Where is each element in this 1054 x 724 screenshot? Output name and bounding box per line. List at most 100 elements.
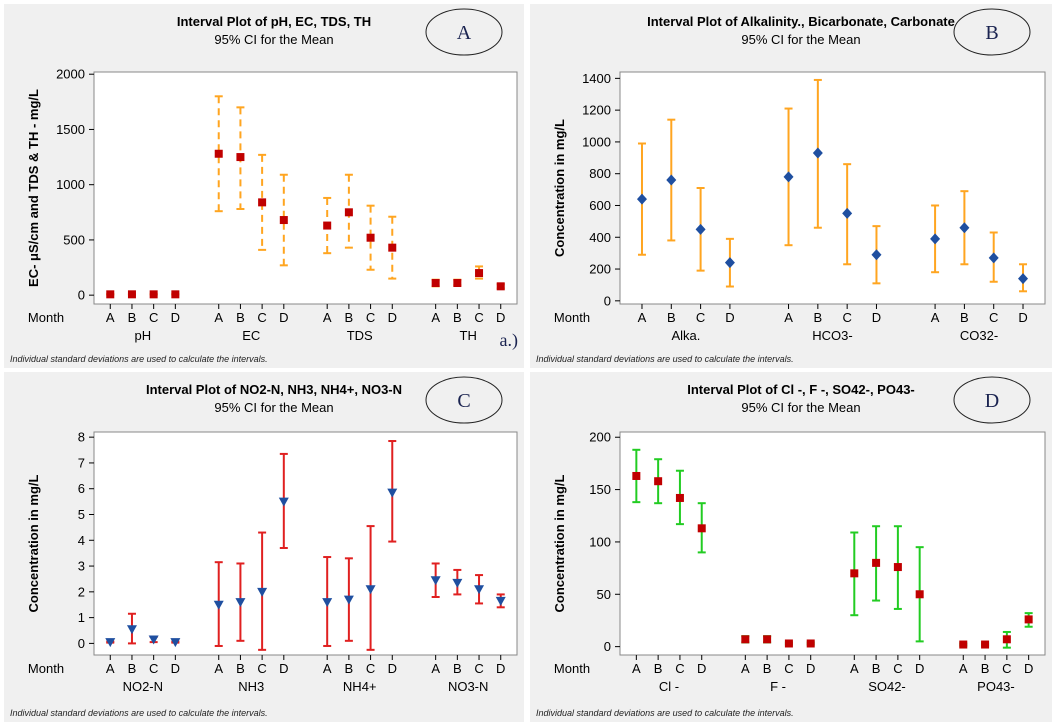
y-tick-label: 6: [78, 481, 85, 496]
chart-svg: Interval Plot of NO2-N, NH3, NH4+, NO3-N…: [10, 376, 518, 718]
group-label: TDS: [347, 328, 373, 343]
badge-letter: D: [985, 390, 999, 412]
badge-ellipse: [953, 376, 1031, 424]
badge-letter: A: [457, 22, 472, 44]
mean-marker: [666, 174, 677, 186]
mean-marker: [430, 576, 441, 586]
month-label: Month: [28, 661, 64, 676]
mean-marker: [322, 598, 333, 608]
y-tick-label: 50: [597, 587, 611, 602]
x-tick-label: B: [763, 661, 772, 676]
x-tick-label: B: [236, 661, 245, 676]
badge-ellipse: [953, 8, 1031, 56]
footnote: Individual standard deviations are used …: [10, 708, 268, 718]
mean-marker: [453, 279, 462, 288]
mean-marker: [365, 585, 376, 595]
mean-marker: [214, 149, 223, 158]
x-tick-label: D: [171, 310, 180, 325]
group-label: Alka.: [671, 328, 700, 343]
mean-marker: [106, 290, 115, 299]
group-label: SO42-: [868, 679, 906, 694]
x-tick-label: B: [236, 310, 245, 325]
month-label: Month: [554, 661, 590, 676]
mean-marker: [366, 233, 375, 242]
mean-marker: [632, 471, 641, 480]
mean-marker: [126, 625, 137, 635]
chart-subtitle: 95% CI for the Mean: [214, 32, 333, 47]
x-tick-label: D: [496, 661, 505, 676]
mean-marker: [105, 638, 116, 648]
mean-marker: [871, 249, 882, 261]
mean-marker: [279, 216, 288, 225]
x-tick-label: C: [149, 661, 158, 676]
y-tick-label: 7: [78, 455, 85, 470]
mean-marker: [724, 257, 735, 269]
mean-marker: [806, 639, 815, 648]
group-label: NH3: [238, 679, 264, 694]
x-tick-label: B: [345, 661, 354, 676]
x-tick-label: A: [931, 310, 940, 325]
x-tick-label: B: [453, 310, 462, 325]
mean-marker: [812, 147, 823, 159]
x-tick-label: C: [474, 661, 483, 676]
x-tick-label: D: [697, 661, 706, 676]
x-tick-label: B: [814, 310, 823, 325]
mean-marker: [475, 269, 484, 278]
footnote: Individual standard deviations are used …: [10, 354, 268, 364]
interval-plot-alkalinity: Interval Plot of Alkalinity., Bicarbonat…: [530, 4, 1052, 368]
badge-letter: B: [985, 22, 998, 44]
chart-title: Interval Plot of pH, EC, TDS, TH: [177, 14, 371, 29]
x-tick-label: A: [632, 661, 641, 676]
interval-plot-ph-ec-tds-th: Interval Plot of pH, EC, TDS, TH 95% CI f…: [4, 4, 524, 368]
x-tick-label: C: [675, 661, 684, 676]
plot-area: [619, 431, 1046, 656]
y-tick-label: 0: [604, 639, 611, 654]
chart-title: Interval Plot of NO2-N, NH3, NH4+, NO3-N: [146, 382, 402, 397]
y-axis-label: Concentration in mg/L: [26, 474, 41, 612]
mean-marker: [741, 635, 750, 644]
x-tick-label: C: [696, 310, 705, 325]
x-tick-label: D: [279, 310, 288, 325]
group-label: NH4+: [343, 679, 377, 694]
x-tick-label: D: [725, 310, 734, 325]
group-label: EC: [242, 328, 260, 343]
y-tick-label: 0: [604, 293, 611, 308]
y-tick-label: 200: [589, 430, 611, 445]
y-tick-label: 100: [589, 534, 611, 549]
plot-area: [93, 71, 518, 305]
plot-area: [619, 71, 1046, 305]
x-tick-label: B: [128, 661, 137, 676]
x-tick-label: B: [345, 310, 354, 325]
group-label: HCO3-: [812, 328, 852, 343]
x-tick-label: D: [388, 661, 397, 676]
y-tick-label: 1: [78, 610, 85, 625]
mean-marker: [697, 524, 706, 533]
x-tick-label: C: [474, 310, 483, 325]
y-tick-label: 500: [63, 232, 85, 247]
group-label: TH: [460, 328, 477, 343]
x-tick-label: C: [149, 310, 158, 325]
mean-marker: [149, 290, 158, 299]
x-tick-label: C: [784, 661, 793, 676]
y-tick-label: 2000: [56, 67, 85, 82]
x-tick-label: A: [323, 310, 332, 325]
x-tick-label: B: [872, 661, 881, 676]
mean-marker: [474, 585, 485, 595]
mean-marker: [148, 635, 159, 645]
y-tick-label: 3: [78, 559, 85, 574]
subfigure-label: a.): [500, 330, 518, 351]
badge-letter: C: [457, 390, 470, 412]
x-tick-label: A: [214, 661, 223, 676]
x-tick-label: A: [431, 310, 440, 325]
mean-marker: [930, 233, 941, 245]
y-tick-label: 4: [78, 533, 85, 548]
y-tick-label: 150: [589, 482, 611, 497]
mean-marker: [495, 596, 506, 606]
mean-marker: [431, 279, 440, 288]
interval-plot-anions: Interval Plot of Cl -, F -, SO42-, PO43-…: [530, 372, 1052, 722]
mean-marker: [784, 639, 793, 648]
mean-marker: [636, 193, 647, 205]
mean-marker: [695, 223, 706, 235]
x-tick-label: D: [872, 310, 881, 325]
x-tick-label: B: [453, 661, 462, 676]
